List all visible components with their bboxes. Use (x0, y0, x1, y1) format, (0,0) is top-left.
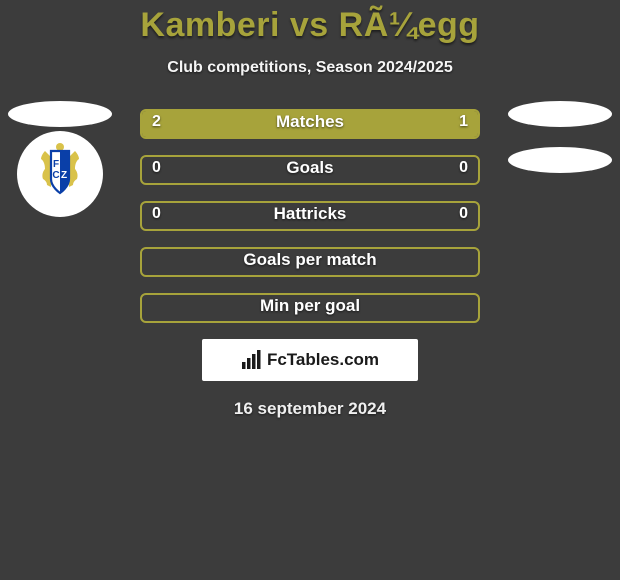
bars-icon (241, 350, 263, 370)
svg-text:F: F (53, 159, 59, 170)
stat-label: Matches (140, 109, 480, 139)
stat-label: Goals (140, 155, 480, 185)
stat-row: 0 0 Hattricks (0, 201, 620, 231)
attribution-badge: FcTables.com (202, 339, 418, 381)
comparison-rows: 2 1 Matches F C Z 0 0 Goals 0 0 Hattrick… (0, 109, 620, 323)
stat-label: Min per goal (140, 293, 480, 323)
page-title: Kamberi vs RÃ¼egg (0, 0, 620, 45)
player-badge-placeholder (500, 101, 620, 127)
stat-row: F C Z 0 0 Goals (0, 155, 620, 185)
date-label: 16 september 2024 (0, 399, 620, 419)
svg-text:C: C (52, 170, 59, 181)
attribution-text: FcTables.com (267, 350, 379, 370)
stat-row: Min per goal (0, 293, 620, 323)
stat-label: Goals per match (140, 247, 480, 277)
player-badge-placeholder (0, 101, 120, 127)
svg-text:Z: Z (61, 170, 67, 181)
stat-label: Hattricks (140, 201, 480, 231)
stat-row: Goals per match (0, 247, 620, 277)
subtitle: Club competitions, Season 2024/2025 (0, 59, 620, 77)
player-badge-placeholder (500, 147, 620, 173)
